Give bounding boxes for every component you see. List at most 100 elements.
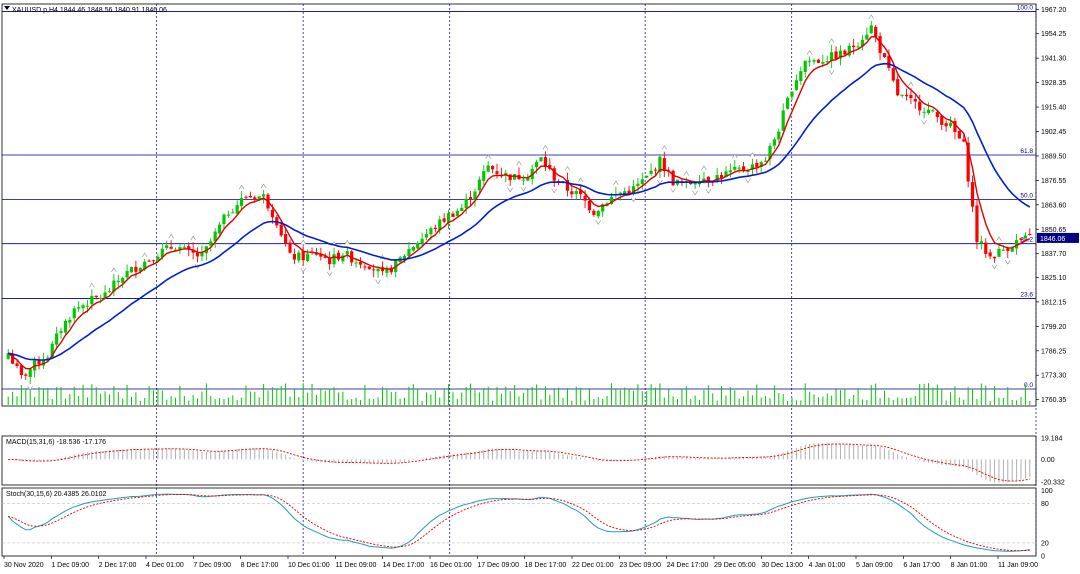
time-tick-label: 1 Dec 09:00: [51, 562, 89, 569]
time-tick-label: 17 Dec 09:00: [477, 562, 519, 569]
time-axis: 30 Nov 2020 1 Dec 09:00 2 Dec 17:00 4 Dec 0…: [3, 556, 1038, 569]
pane-frames: [1, 3, 1037, 557]
candle-body: [495, 171, 499, 174]
candle-body: [279, 224, 283, 236]
price-tick-label: 1863.60: [1041, 202, 1066, 209]
candle-body: [658, 156, 662, 173]
candle-body: [667, 171, 671, 173]
candle-body: [129, 266, 134, 273]
candle-body: [768, 146, 772, 160]
candle-body: [1010, 247, 1014, 252]
candle-body: [253, 197, 257, 200]
candle-body: [138, 267, 142, 272]
candle-body: [112, 280, 116, 292]
candle-body: [521, 179, 526, 181]
candle-body: [957, 130, 961, 139]
candle-body: [345, 251, 349, 255]
time-tick-label: 24 Dec 17:00: [667, 562, 709, 569]
candle-body: [579, 189, 583, 195]
candle-body: [1023, 235, 1027, 239]
candle-body: [332, 254, 336, 265]
candle-body: [19, 365, 24, 376]
price-tick-label: 1876.55: [1041, 178, 1066, 185]
fractal-up-icon: [564, 165, 571, 171]
candle-body: [191, 249, 195, 253]
candle-body: [979, 241, 983, 244]
candle-body: [812, 60, 816, 62]
time-tick-label: 11 Jan 09:00: [998, 562, 1038, 569]
candle-body: [719, 175, 724, 179]
candle-body: [552, 168, 556, 181]
candle-body: [6, 353, 10, 359]
fractal-down-icon: [27, 385, 33, 391]
stoch-tick-label: 100: [1041, 488, 1053, 495]
candle-body: [55, 333, 59, 345]
fractal-up-icon: [168, 233, 174, 239]
fractal-up-icon: [661, 145, 668, 150]
candle-body: [808, 60, 812, 62]
candle-body: [244, 196, 248, 198]
candle-body: [424, 234, 429, 238]
fibonacci-levels: 100.061.850.038.223.60.0: [2, 5, 1036, 390]
candle-body: [926, 109, 931, 113]
macd-signal-line: [8, 443, 1030, 482]
chart-title: XAUUSD.p,H4 1844.46 1848.56 1840.91 1846…: [12, 7, 167, 14]
candle-body: [763, 160, 768, 162]
candle-body: [416, 243, 420, 249]
candle-body: [741, 166, 746, 171]
candle-body: [781, 110, 785, 131]
candle-body: [81, 305, 85, 309]
candle-body: [693, 183, 697, 185]
candle-body: [596, 210, 600, 217]
candle-body: [455, 210, 459, 217]
time-tick-label: 4 Dec 01:00: [146, 562, 184, 569]
time-tick-label: 18 Dec 17:00: [525, 562, 567, 569]
candle-body: [160, 248, 164, 257]
fractal-up-icon: [613, 180, 619, 186]
candle-body: [618, 192, 622, 194]
candle-body: [728, 170, 732, 173]
candle-body: [301, 250, 305, 261]
candle-body: [28, 369, 32, 378]
fractal-down-icon: [551, 188, 557, 194]
stoch-label: Stoch(30,15,6) 20.4385 26.0102: [6, 491, 107, 498]
candle-body: [363, 266, 367, 268]
day-separators: [156, 4, 1037, 556]
price-axis: 1967.20 1954.25 1941.30 1928.35 1915.40 1902.…: [1036, 7, 1079, 404]
candle-body: [270, 209, 275, 218]
candle-body: [63, 320, 68, 333]
candle-body: [856, 46, 860, 48]
fractal-up-icon: [996, 236, 1002, 242]
candle-body: [997, 248, 1001, 257]
fractal-down-icon: [991, 264, 998, 270]
candle-body: [526, 177, 530, 181]
fractal-up-icon: [868, 14, 875, 20]
candle-body: [966, 142, 970, 182]
candle-body: [486, 165, 490, 172]
candle-body: [755, 162, 759, 168]
collapse-triangle-icon[interactable]: [4, 6, 10, 10]
candle-body: [226, 214, 230, 216]
candle-body: [852, 45, 856, 48]
candle-body: [420, 238, 424, 245]
fractal-up-icon: [542, 144, 549, 150]
fractal-down-icon: [692, 190, 698, 196]
current-price-box: [1037, 232, 1079, 243]
candle-body: [825, 61, 829, 63]
fractal-up-icon: [260, 183, 267, 189]
candle-body: [323, 256, 327, 258]
fractal-down-icon: [326, 271, 333, 277]
candle-body: [46, 357, 50, 361]
candle-body: [24, 374, 28, 376]
moving-averages: [7, 35, 1031, 370]
candle-body: [376, 268, 380, 272]
time-tick-label: 6 Jan 17:00: [903, 562, 940, 569]
candle-body: [147, 260, 151, 262]
candle-body: [653, 169, 658, 171]
candle-body: [944, 123, 948, 127]
time-tick-label: 22 Dec 01:00: [572, 562, 614, 569]
candle-body: [1014, 240, 1019, 249]
candle-body: [248, 196, 252, 198]
fast-ma-line: [7, 35, 1031, 370]
fractal-up-icon: [190, 235, 196, 241]
